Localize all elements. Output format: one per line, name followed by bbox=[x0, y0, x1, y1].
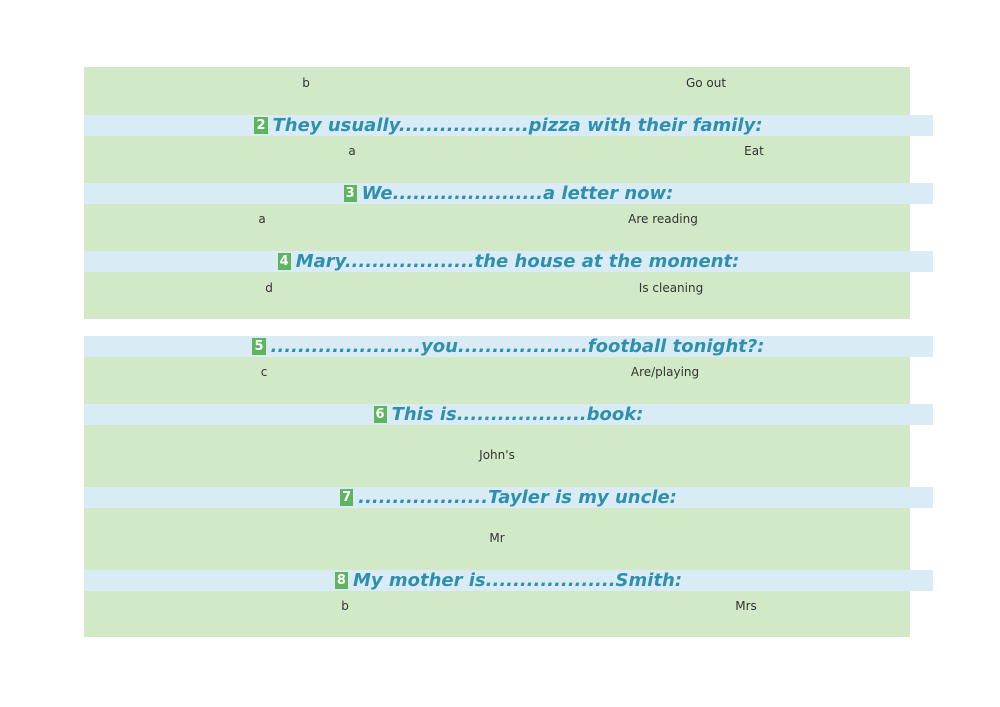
question-text: ......................you...............… bbox=[270, 336, 765, 357]
answer-letter-5: c bbox=[260, 365, 268, 379]
question-bar-4: 4 Mary...................the house at the… bbox=[84, 251, 933, 272]
question-text: This is...................book: bbox=[391, 404, 644, 425]
question-bar-5: 5 ......................you..............… bbox=[84, 336, 933, 357]
question-bar-7: 7 ...................Tayler is my uncle: bbox=[84, 487, 933, 508]
question-text: They usually...................pizza wit… bbox=[272, 115, 763, 136]
answer-text-8: Mrs bbox=[735, 599, 757, 613]
question-bar-3: 3 We......................a letter now: bbox=[84, 183, 933, 204]
question-text: My mother is...................Smith: bbox=[352, 570, 683, 591]
question-number-badge: 2 bbox=[254, 117, 268, 134]
question-number-badge: 5 bbox=[252, 338, 266, 355]
question-bar-6: 6 This is...................book: bbox=[84, 404, 933, 425]
question-number-badge: 8 bbox=[334, 572, 348, 589]
question-text: ...................Tayler is my uncle: bbox=[358, 487, 677, 508]
question-4: 4 Mary...................the house at the… bbox=[84, 251, 933, 272]
answer-text-6: John's bbox=[479, 448, 515, 462]
answer-letter-3: a bbox=[258, 212, 266, 226]
question-number-badge: 3 bbox=[343, 185, 357, 202]
answer-letter-4: d bbox=[265, 281, 273, 295]
question-5: 5 ......................you..............… bbox=[84, 336, 933, 357]
answer-letter-8: b bbox=[341, 599, 349, 613]
question-text: Mary...................the house at the … bbox=[295, 251, 740, 272]
answer-text-4: Is cleaning bbox=[638, 281, 704, 295]
question-number-badge: 4 bbox=[277, 253, 291, 270]
answer-letter-1: b bbox=[302, 76, 310, 90]
question-bar-2: 2 They usually...................pizza wi… bbox=[84, 115, 933, 136]
question-6: 6 This is...................book: bbox=[84, 404, 933, 425]
question-7: 7 ...................Tayler is my uncle: bbox=[84, 487, 933, 508]
answer-text-7: Mr bbox=[489, 531, 505, 545]
question-3: 3 We......................a letter now: bbox=[84, 183, 933, 204]
question-2: 2 They usually...................pizza wi… bbox=[84, 115, 933, 136]
question-text: We......................a letter now: bbox=[361, 183, 674, 204]
question-bar-8: 8 My mother is...................Smith: bbox=[84, 570, 933, 591]
question-8: 8 My mother is...................Smith: bbox=[84, 570, 933, 591]
answer-text-5: Are/playing bbox=[630, 365, 700, 379]
question-number-badge: 7 bbox=[340, 489, 354, 506]
answer-text-3: Are reading bbox=[628, 212, 698, 226]
answer-text-1: Go out bbox=[685, 76, 727, 90]
answer-letter-2: a bbox=[348, 144, 356, 158]
question-number-badge: 6 bbox=[373, 406, 387, 423]
answer-text-2: Eat bbox=[744, 144, 764, 158]
